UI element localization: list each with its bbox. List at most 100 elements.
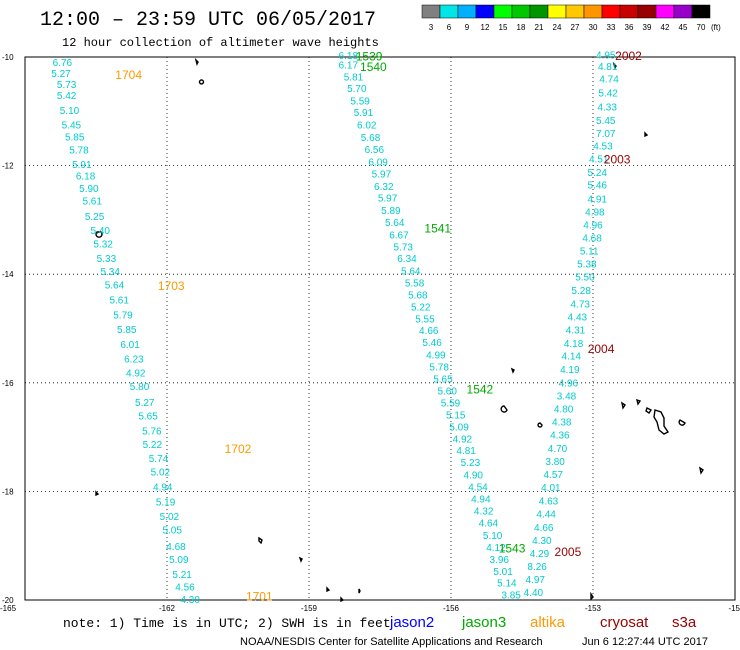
wave-height-value: 7.07 xyxy=(596,129,616,140)
wave-height-value: 4.81 xyxy=(598,62,618,73)
color-swatch xyxy=(529,4,549,19)
color-scale-label: 33 xyxy=(607,23,616,32)
wave-height-value: 5.70 xyxy=(347,84,367,95)
wave-height-value: 5.42 xyxy=(598,88,618,99)
map-title: 12:00 – 23:59 UTC 06/05/2017 xyxy=(40,9,376,32)
footer-note: note: 1) Time is in UTC; 2) SWH is in fe… xyxy=(63,616,391,631)
pass-number-label: 1542 xyxy=(467,382,494,396)
island-shape xyxy=(500,405,508,413)
latitude-label: -14 xyxy=(2,270,14,279)
wave-height-value: 4.94 xyxy=(153,483,173,494)
wave-height-value: 5.97 xyxy=(372,169,392,180)
latitude-label: -20 xyxy=(2,596,14,605)
wave-height-value: 5.45 xyxy=(62,120,82,131)
color-scale-label: 24 xyxy=(553,23,562,32)
wave-height-value: 4.43 xyxy=(568,313,588,324)
wave-height-value: 5.81 xyxy=(344,73,364,84)
pass-number-label: 1701 xyxy=(246,590,273,604)
wave-height-value: 5.59 xyxy=(350,97,370,108)
wave-height-value: 3.48 xyxy=(557,391,577,402)
wave-height-value: 5.73 xyxy=(57,80,77,91)
wave-height-value: 5.79 xyxy=(113,310,133,321)
color-swatch xyxy=(457,4,477,19)
wave-height-value: 6.56 xyxy=(365,145,385,156)
wave-height-value: 5.89 xyxy=(381,206,401,217)
color-swatch xyxy=(475,4,495,19)
wave-height-value: 6.02 xyxy=(357,120,377,131)
wave-height-value: 5.32 xyxy=(93,239,113,250)
pass-number-label: 2005 xyxy=(555,545,582,559)
island-shape xyxy=(258,536,263,545)
color-scale-label: 42 xyxy=(661,23,670,32)
pass-number-label: 1702 xyxy=(225,442,252,456)
wave-height-value: 4.92 xyxy=(453,434,473,445)
wave-height-value: 5.50 xyxy=(575,272,595,283)
longitude-label: -159 xyxy=(301,604,318,613)
island-shape xyxy=(358,588,361,594)
wave-height-value: 4.97 xyxy=(526,575,546,586)
wave-height-value: 5.68 xyxy=(361,133,381,144)
graticule xyxy=(25,57,735,600)
wave-height-value: 5.91 xyxy=(72,160,92,171)
wave-height-value: 4.96 xyxy=(559,378,579,389)
island-shape xyxy=(653,409,670,435)
color-swatch xyxy=(619,4,639,19)
color-scale-label: 9 xyxy=(465,23,470,32)
wave-height-value: 4.95 xyxy=(596,50,616,61)
wave-height-value: 5.80 xyxy=(130,382,150,393)
pass-number-label: 2004 xyxy=(588,342,615,356)
island-shape xyxy=(95,490,100,497)
island-shape xyxy=(612,61,617,71)
wave-height-value: 5.65 xyxy=(433,375,453,386)
wave-height-value: 4.30 xyxy=(532,536,552,547)
wave-height-value: 4.74 xyxy=(599,74,619,85)
track-t1701: 6.765.275.735.425.105.455.855.785.916.18… xyxy=(51,58,273,606)
wave-height-value: 4.18 xyxy=(564,339,584,350)
altimeter-tracks: 6.765.275.735.425.105.455.855.785.916.18… xyxy=(51,49,642,606)
color-scale-label: 70 xyxy=(697,23,706,32)
color-swatch xyxy=(691,4,711,19)
wave-height-value: 5.64 xyxy=(105,281,125,292)
color-scale: 3 6 9 12 15 18 21 24 27 30 33 36 39 42 45 70 (ft) xyxy=(421,4,721,32)
wave-height-value: 4.64 xyxy=(479,518,499,529)
legend-entry-jason2: jason2 xyxy=(389,614,434,631)
color-scale-label: 21 xyxy=(535,23,544,32)
color-swatch xyxy=(583,4,603,19)
wave-height-value: 5.91 xyxy=(354,108,374,119)
pass-number-label: 1539 xyxy=(356,49,383,63)
wave-height-value: 6.18 xyxy=(339,51,359,62)
wave-height-value: 4.31 xyxy=(566,326,586,337)
wave-height-value: 5.11 xyxy=(580,246,599,257)
pass-number-label: 2002 xyxy=(615,49,642,63)
color-scale-label: 27 xyxy=(571,23,580,32)
wave-height-value: 5.19 xyxy=(156,497,176,508)
color-scale-label: 6 xyxy=(447,23,452,32)
track-t2002: 4.954.814.74 5.42 4.33 5.45 7.07 4.53 4.51 5.24… xyxy=(524,49,643,599)
wave-height-value: 5.24 xyxy=(588,168,608,179)
island-outlines xyxy=(95,57,704,603)
pass-number-label: 1541 xyxy=(424,222,451,236)
pass-number-label: 1540 xyxy=(360,60,387,74)
island-shape xyxy=(620,401,626,410)
wave-height-value: 5.22 xyxy=(411,302,431,313)
wave-height-value: 5.59 xyxy=(441,398,461,409)
wave-height-value: 5.85 xyxy=(117,325,137,336)
pass-number-label: 1704 xyxy=(115,68,142,82)
wave-height-value: 4.53 xyxy=(593,142,613,153)
wave-height-value: 5.28 xyxy=(571,286,591,297)
wave-height-value: 5.61 xyxy=(82,196,102,207)
latitude-label: -16 xyxy=(2,379,14,388)
wave-height-value: 5.09 xyxy=(449,422,469,433)
wave-height-value: 5.23 xyxy=(461,458,481,469)
island-shape xyxy=(95,231,103,238)
wave-height-value: 5.27 xyxy=(51,69,71,80)
wave-height-value: 5.74 xyxy=(149,454,169,465)
wave-height-value: 4.12 xyxy=(486,543,506,554)
color-swatch xyxy=(511,4,531,19)
wave-height-value: 5.22 xyxy=(143,440,163,451)
wave-height-value: 4.44 xyxy=(536,510,556,521)
wave-height-value: 4.80 xyxy=(554,404,574,415)
color-scale-label: 15 xyxy=(499,23,508,32)
island-shape xyxy=(645,407,653,414)
wave-height-value: 4.68 xyxy=(166,542,186,553)
